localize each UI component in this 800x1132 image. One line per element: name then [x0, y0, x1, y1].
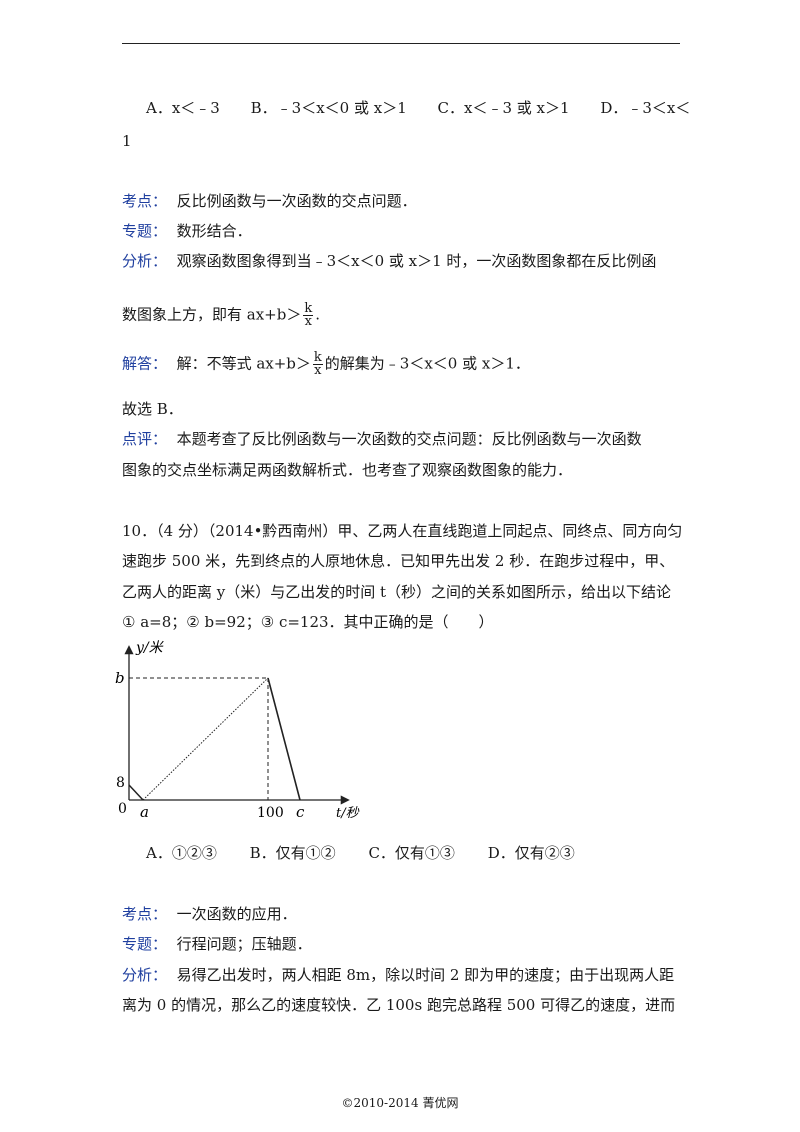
fenxi-text: 观察函数图象得到当﹣3＜x＜0 或 x＞1 时，一次函数图象都在反比例函: [176, 252, 657, 270]
q9-option-a: A．x＜﹣3: [146, 99, 220, 117]
jieda-text-a: 解：不等式 ax+b＞: [176, 354, 311, 373]
dianping-label: 点评：: [122, 430, 168, 448]
q10-option-c: C．仅有①③: [368, 844, 455, 862]
q10-kaodian: 考点： 一次函数的应用．: [122, 903, 297, 925]
frac-numerator: k: [303, 301, 314, 316]
label-0: 0: [118, 801, 127, 817]
header-rule: [122, 43, 680, 44]
kaodian-text: 反比例函数与一次函数的交点问题．: [176, 192, 417, 210]
label-a: a: [140, 803, 149, 821]
q10-zhuanti-label: 专题：: [122, 935, 168, 953]
frac-numerator-2: k: [312, 350, 323, 365]
kaodian-label: 考点：: [122, 192, 168, 210]
q9-option-d-continued: 1: [122, 132, 132, 150]
q9-options: A．x＜﹣3 B．﹣3＜x＜0 或 x＞1 C．x＜﹣3 或 x＞1 D．﹣3＜…: [146, 97, 690, 119]
q9-option-d: D．﹣3＜x＜: [600, 99, 691, 117]
q10-option-b: B．仅有①②: [249, 844, 336, 862]
frac-denominator: x: [304, 314, 312, 329]
q9-zhuanti: 专题： 数形结合．: [122, 220, 252, 242]
q10-option-d: D．仅有②③: [487, 844, 575, 862]
page-footer: ©2010-2014 菁优网: [341, 1096, 459, 1110]
fenxi-text-2: 数图象上方，即有 ax+b＞: [122, 305, 302, 324]
q9-jieda: 解答： 解：不等式 ax+b＞ k x 的解集为﹣3＜x＜0 或 x＞1．: [122, 350, 530, 378]
q10-fenxi-text-1: 易得乙出发时，两人相距 8m，除以时间 2 即为甲的速度；由于出现两人距: [176, 966, 675, 984]
q10-option-a: A．①②③: [146, 844, 217, 862]
q9-option-c: C．x＜﹣3 或 x＞1: [437, 99, 570, 117]
zhuanti-label: 专题：: [122, 222, 168, 240]
q10-stem-3: 乙两人的距离 y（米）与乙出发的时间 t（秒）之间的关系如图所示，给出以下结论: [122, 583, 672, 601]
q9-guxuan: 故选 B．: [122, 400, 183, 418]
q9-fenxi-2: 数图象上方，即有 ax+b＞ k x.: [122, 301, 321, 329]
x-axis-label: t/秒: [336, 806, 360, 821]
label-c: c: [296, 803, 305, 821]
label-100: 100: [257, 805, 284, 821]
fenxi-label: 分析：: [122, 252, 168, 270]
label-b: b: [115, 669, 125, 687]
jieda-label: 解答：: [122, 354, 168, 373]
q10-stem-4: ① a=8；② b=92；③ c=123．其中正确的是（ ）: [122, 613, 494, 631]
q10-zhuanti-text: 行程问题；压轴题．: [176, 935, 312, 953]
q10-zhuanti: 专题： 行程问题；压轴题．: [122, 933, 312, 955]
q9-dianping-2: 图象的交点坐标满足两函数解析式．也考查了观察函数图象的能力．: [122, 461, 573, 479]
segment-a-to-peak: [142, 677, 269, 801]
segment-peak-to-c: [267, 677, 301, 801]
q10-stem-2: 速跑步 500 米，先到终点的人原地休息．已知甲先出发 2 秒．在跑步过程中，甲…: [122, 552, 675, 570]
zhuanti-text: 数形结合．: [176, 222, 252, 240]
q10-stem-1: 10．（4 分）（2014•黔西南州）甲、乙两人在直线跑道上同起点、同终点、同方…: [122, 522, 683, 540]
q9-fenxi-1: 分析： 观察函数图象得到当﹣3＜x＜0 或 x＞1 时，一次函数图象都在反比例函: [122, 250, 656, 272]
dianping-text-1: 本题考查了反比例函数与一次函数的交点问题：反比例函数与一次函数: [176, 430, 642, 448]
q9-kaodian: 考点： 反比例函数与一次函数的交点问题．: [122, 190, 417, 212]
segment-8-to-a: [128, 784, 144, 801]
q10-fenxi-2: 离为 0 的情况，那么乙的速度较快．乙 100s 跑完总路程 500 可得乙的速…: [122, 996, 676, 1014]
fenxi-period: .: [315, 305, 321, 324]
label-8: 8: [116, 775, 125, 791]
q9-dianping-1: 点评： 本题考查了反比例函数与一次函数的交点问题：反比例函数与一次函数: [122, 428, 642, 450]
q10-options: A．①②③ B．仅有①② C．仅有①③ D．仅有②③: [146, 842, 575, 864]
jieda-text-b: 的解集为﹣3＜x＜0 或 x＞1．: [324, 354, 530, 373]
y-axis-label: y/米: [135, 640, 165, 656]
q10-kaodian-text: 一次函数的应用．: [176, 905, 297, 923]
q9-option-b: B．﹣3＜x＜0 或 x＞1: [250, 99, 407, 117]
q10-graph: y/米 b 8 0 a 100 c t/秒: [115, 640, 360, 821]
q10-fenxi-1: 分析： 易得乙出发时，两人相距 8m，除以时间 2 即为甲的速度；由于出现两人距: [122, 964, 674, 986]
frac-denominator-2: x: [314, 363, 322, 378]
q10-kaodian-label: 考点：: [122, 905, 168, 923]
q10-fenxi-label: 分析：: [122, 966, 168, 984]
